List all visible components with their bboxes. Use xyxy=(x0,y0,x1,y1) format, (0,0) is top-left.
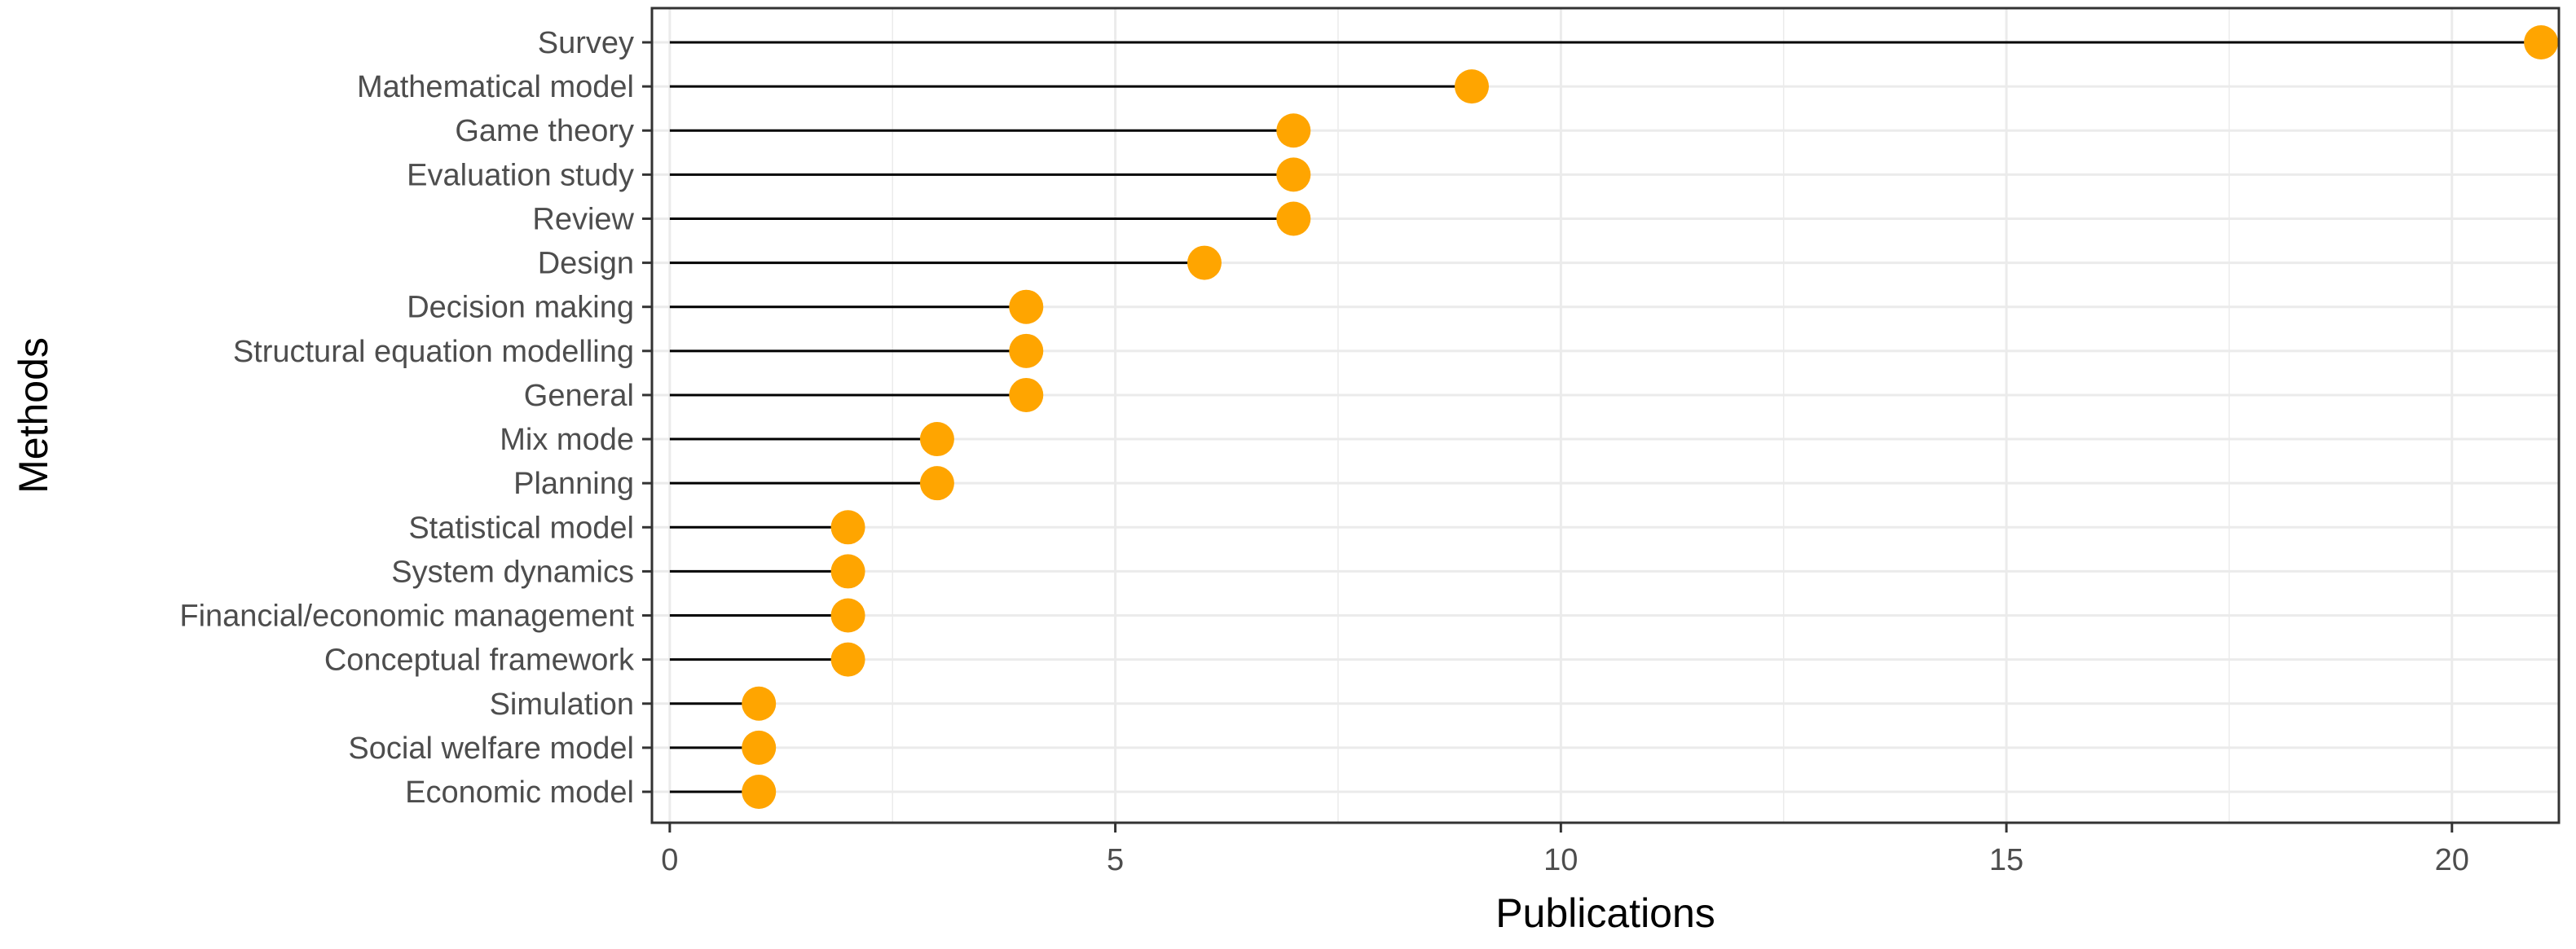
y-tick-label: Conceptual framework xyxy=(324,644,635,678)
lollipop-point xyxy=(1276,113,1311,148)
lollipop-stems xyxy=(669,41,2542,793)
y-tick-label: Simulation xyxy=(490,688,634,722)
lollipop-point xyxy=(830,510,865,545)
lollipop-point xyxy=(919,466,954,501)
lollipop-point xyxy=(1009,333,1044,368)
y-tick-label: Design xyxy=(538,247,634,281)
y-tick-label: Survey xyxy=(538,26,634,60)
lollipop-point xyxy=(1454,69,1489,104)
y-axis-title: Methods xyxy=(11,337,56,494)
y-tick-label: Planning xyxy=(513,467,634,501)
lollipop-point xyxy=(919,422,954,457)
lollipop-point xyxy=(830,554,865,589)
y-tick-label: Financial/economic management xyxy=(179,600,634,634)
lollipop-point xyxy=(742,775,777,809)
lollipop-point xyxy=(742,730,777,765)
y-tick-label: Economic model xyxy=(405,775,634,810)
x-tick-label: 20 xyxy=(2435,843,2469,877)
x-axis-ticks: 0 5 10 15 20 xyxy=(661,823,2469,877)
lollipop-point xyxy=(742,686,777,721)
y-axis-ticks: Survey Mathematical model Game theory Evalu… xyxy=(179,26,652,810)
lollipop-point xyxy=(830,642,865,677)
lollipop-point xyxy=(1009,377,1044,412)
lollipop-points xyxy=(742,25,2559,809)
y-tick-label: General xyxy=(524,379,634,413)
y-tick-label: Structural equation modelling xyxy=(233,335,634,369)
y-tick-label: Mathematical model xyxy=(357,70,634,104)
lollipop-point xyxy=(1276,201,1311,236)
y-tick-label: Mix mode xyxy=(500,423,634,457)
lollipop-point xyxy=(1276,157,1311,192)
x-tick-label: 5 xyxy=(1107,843,1124,877)
x-axis-title: Publications xyxy=(1495,890,1715,936)
lollipop-point xyxy=(1187,245,1222,280)
y-tick-label: Social welfare model xyxy=(348,732,634,766)
y-tick-label: Evaluation study xyxy=(407,158,634,192)
panel-border xyxy=(650,7,2561,824)
lollipop-point xyxy=(830,598,865,633)
y-tick-label: Review xyxy=(532,202,634,236)
lollipop-point xyxy=(1009,289,1044,324)
y-tick-label: Statistical model xyxy=(408,511,634,545)
x-tick-label: 0 xyxy=(661,843,678,877)
lollipop-point xyxy=(2524,25,2559,59)
y-tick-label: Decision making xyxy=(407,291,634,325)
x-tick-label: 10 xyxy=(1543,843,1578,877)
y-tick-label: Game theory xyxy=(455,114,634,148)
x-tick-label: 15 xyxy=(1989,843,2023,877)
y-tick-label: System dynamics xyxy=(391,555,634,589)
